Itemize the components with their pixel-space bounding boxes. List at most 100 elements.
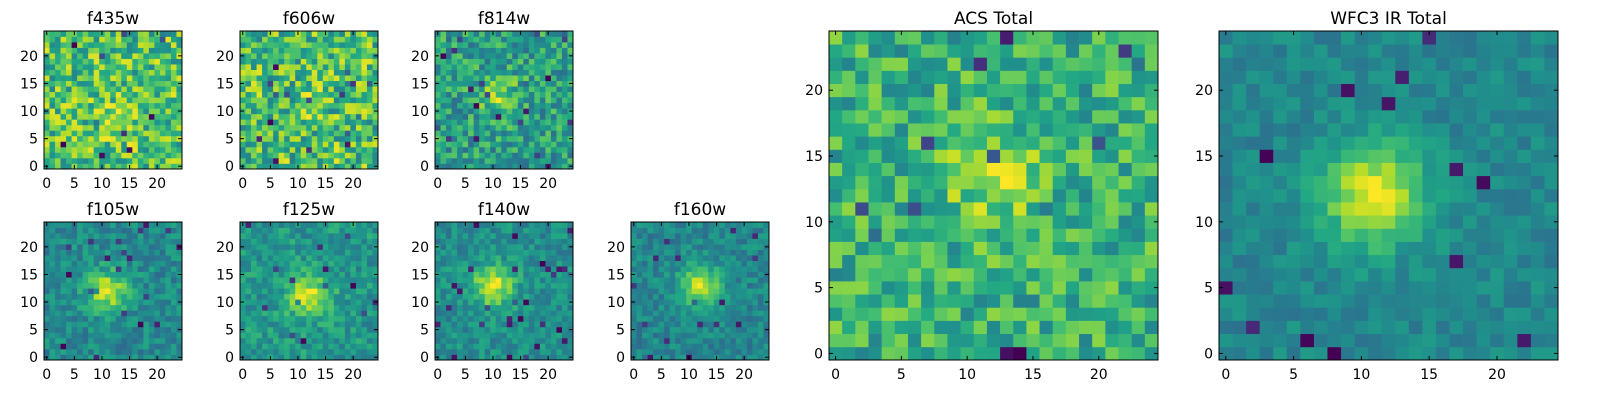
- heatmap-cell: [855, 320, 869, 335]
- heatmap-cell: [110, 124, 117, 131]
- heatmap-cell: [506, 146, 513, 153]
- x-tick-label: 15: [317, 176, 335, 192]
- heatmap-cell: [333, 304, 340, 311]
- heatmap-cell: [88, 244, 95, 250]
- heatmap-cell: [165, 348, 172, 355]
- heatmap-cell: [115, 337, 122, 344]
- heatmap-cell: [132, 141, 139, 148]
- heatmap-cell: [339, 36, 346, 43]
- heatmap-cell: [55, 354, 61, 361]
- heatmap-cell: [99, 113, 106, 120]
- heatmap-cell: [110, 64, 117, 70]
- heatmap-cell: [300, 31, 307, 37]
- heatmap-cell: [143, 91, 150, 98]
- heatmap-cell: [647, 321, 654, 328]
- heatmap-cell: [457, 348, 463, 355]
- heatmap-cell: [462, 42, 469, 48]
- heatmap-cell: [66, 249, 72, 256]
- heatmap-cell: [132, 47, 139, 54]
- heatmap-cell: [495, 233, 502, 239]
- heatmap-cell: [719, 271, 726, 278]
- heatmap-cell: [457, 222, 463, 228]
- heatmap-cell: [339, 53, 346, 59]
- heatmap-cell: [267, 321, 274, 328]
- heatmap-cell: [126, 348, 133, 355]
- heatmap-cell: [339, 135, 346, 142]
- heatmap-cell: [143, 86, 150, 93]
- heatmap-cell: [251, 326, 257, 333]
- heatmap-cell: [440, 108, 447, 115]
- heatmap-cell: [126, 288, 133, 295]
- heatmap-cell: [344, 271, 351, 278]
- heatmap-cell: [165, 141, 172, 148]
- heatmap-cell: [317, 152, 324, 159]
- heatmap-cell: [350, 288, 357, 295]
- heatmap-cell: [77, 141, 83, 148]
- heatmap-cell: [251, 69, 257, 76]
- heatmap-cell: [77, 343, 83, 350]
- heatmap-cell: [534, 332, 541, 339]
- heatmap-cell: [245, 321, 252, 328]
- heatmap-cell: [658, 255, 665, 261]
- heatmap-cell: [506, 348, 513, 355]
- heatmap-cell: [148, 233, 155, 239]
- heatmap-cell: [680, 321, 687, 328]
- heatmap-cell: [675, 222, 682, 228]
- heatmap-cell: [545, 282, 552, 289]
- heatmap-cell: [1039, 307, 1054, 321]
- heatmap-cell: [468, 348, 474, 355]
- heatmap-cell: [328, 343, 335, 350]
- heatmap-cell: [697, 271, 704, 278]
- heatmap-cell: [451, 310, 458, 317]
- heatmap-cell: [339, 163, 346, 170]
- heatmap-cell: [735, 326, 742, 333]
- heatmap-cell: [446, 304, 452, 311]
- heatmap-cell: [104, 233, 111, 239]
- heatmap-cell: [724, 337, 731, 344]
- heatmap-cell: [311, 343, 318, 350]
- heatmap-cell: [435, 304, 441, 311]
- heatmap-cell: [154, 266, 161, 273]
- heatmap-cell: [708, 304, 715, 311]
- heatmap-cell: [339, 337, 346, 344]
- heatmap-cell: [457, 244, 463, 250]
- heatmap-cell: [545, 321, 552, 328]
- heatmap-cell: [170, 332, 177, 339]
- heatmap-cell: [88, 152, 95, 159]
- heatmap-cell: [1000, 333, 1014, 348]
- heatmap-cell: [88, 271, 95, 278]
- heatmap-cell: [44, 64, 50, 70]
- heatmap-cell: [295, 86, 302, 93]
- heatmap-cell: [495, 91, 502, 98]
- heatmap-cell: [479, 343, 486, 350]
- heatmap-cell: [55, 304, 61, 311]
- heatmap-cell: [262, 255, 268, 261]
- heatmap-cell: [1131, 202, 1146, 216]
- heatmap-cell: [137, 310, 144, 317]
- heatmap-cell: [1105, 215, 1119, 229]
- heatmap-cell: [735, 222, 742, 228]
- heatmap-cell: [240, 266, 246, 273]
- heatmap-cell: [1065, 228, 1080, 242]
- heatmap-cell: [664, 249, 670, 256]
- heatmap-cell: [484, 119, 491, 126]
- heatmap-cell: [339, 119, 346, 126]
- heatmap-cell: [165, 163, 172, 170]
- heatmap-cell: [484, 222, 491, 228]
- heatmap-cell: [322, 64, 329, 70]
- heatmap-cell: [322, 152, 329, 159]
- heatmap-cell: [245, 108, 252, 115]
- heatmap-cell: [104, 113, 111, 120]
- heatmap-cell: [561, 97, 568, 104]
- heatmap-cell: [82, 348, 89, 355]
- heatmap-cell: [104, 86, 111, 93]
- heatmap-cell: [344, 42, 351, 48]
- heatmap-cell: [446, 163, 452, 170]
- heatmap-cell: [251, 332, 257, 339]
- heatmap-cell: [88, 343, 95, 350]
- heatmap-cell: [350, 233, 357, 239]
- heatmap-cell: [361, 255, 368, 261]
- heatmap-cell: [506, 113, 513, 120]
- heatmap-cell: [462, 255, 469, 261]
- heatmap-cell: [256, 271, 263, 278]
